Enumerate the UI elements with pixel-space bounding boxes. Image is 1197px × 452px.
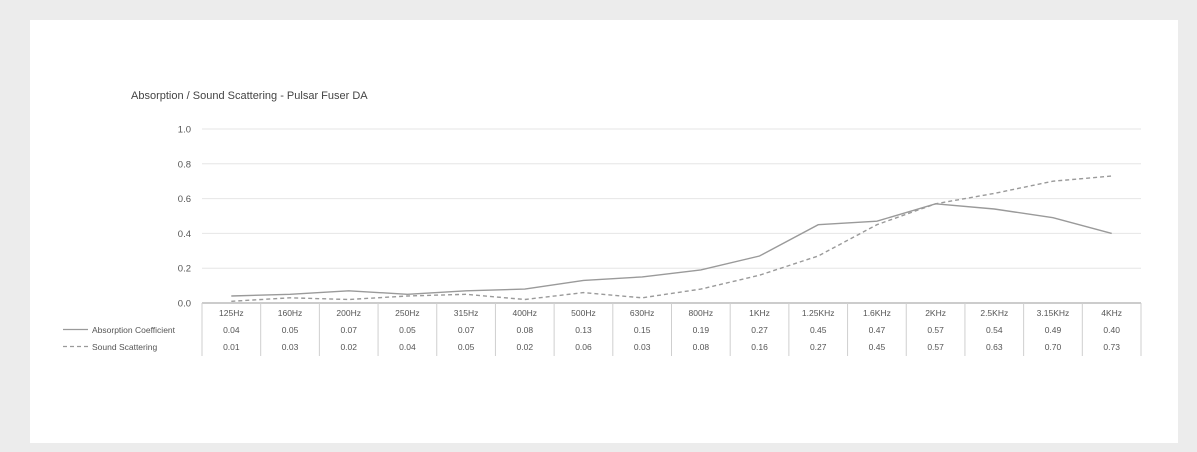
legend-label: Sound Scattering	[92, 342, 157, 352]
y-tick-label: 0.2	[178, 264, 191, 275]
x-tick-label: 800Hz	[689, 308, 714, 318]
y-tick-label: 0.6	[178, 194, 191, 205]
x-tick-label: 2.5KHz	[980, 308, 1008, 318]
data-label: 0.05	[399, 325, 416, 335]
data-label: 0.07	[340, 325, 357, 335]
data-label: 0.05	[458, 342, 475, 352]
x-tick-label: 2KHz	[925, 308, 946, 318]
data-label: 0.57	[927, 342, 944, 352]
data-label: 0.04	[223, 325, 240, 335]
x-tick-label: 1.6KHz	[863, 308, 891, 318]
data-label: 0.05	[282, 325, 299, 335]
legend-label: Absorption Coefficient	[92, 325, 176, 335]
data-label: 0.19	[693, 325, 710, 335]
data-label: 0.47	[869, 325, 886, 335]
data-label: 0.06	[575, 342, 592, 352]
data-label: 0.01	[223, 342, 240, 352]
x-tick-label: 630Hz	[630, 308, 655, 318]
data-label: 0.15	[634, 325, 651, 335]
data-label: 0.70	[1045, 342, 1062, 352]
y-tick-label: 0.0	[178, 299, 191, 310]
data-label: 0.63	[986, 342, 1003, 352]
data-label: 0.40	[1103, 325, 1120, 335]
x-tick-label: 500Hz	[571, 308, 596, 318]
data-label: 0.03	[282, 342, 299, 352]
data-label: 0.08	[693, 342, 710, 352]
x-tick-label: 1.25KHz	[802, 308, 835, 318]
data-label: 0.13	[575, 325, 592, 335]
data-label: 0.49	[1045, 325, 1062, 335]
data-label: 0.54	[986, 325, 1003, 335]
y-tick-label: 0.4	[178, 229, 191, 240]
y-tick-label: 1.0	[178, 125, 191, 136]
data-label: 0.27	[810, 342, 827, 352]
data-label: 0.02	[340, 342, 357, 352]
x-tick-label: 3.15KHz	[1037, 308, 1070, 318]
x-tick-label: 200Hz	[336, 308, 361, 318]
data-label: 0.57	[927, 325, 944, 335]
data-label: 0.27	[751, 325, 768, 335]
data-label: 0.07	[458, 325, 475, 335]
data-label: 0.02	[517, 342, 534, 352]
x-tick-label: 250Hz	[395, 308, 420, 318]
x-tick-label: 160Hz	[278, 308, 303, 318]
data-label: 0.04	[399, 342, 416, 352]
series-line-absorption	[231, 203, 1112, 297]
chart-card	[30, 20, 1178, 443]
x-tick-label: 125Hz	[219, 308, 244, 318]
data-label: 0.08	[517, 325, 534, 335]
x-tick-label: 4KHz	[1101, 308, 1122, 318]
x-tick-label: 400Hz	[512, 308, 537, 318]
x-tick-label: 1KHz	[749, 308, 770, 318]
data-label: 0.45	[810, 325, 827, 335]
data-label: 0.16	[751, 342, 768, 352]
data-label: 0.45	[869, 342, 886, 352]
x-tick-label: 315Hz	[454, 308, 479, 318]
chart-title: Absorption / Sound Scattering - Pulsar F…	[131, 90, 368, 102]
data-label: 0.03	[634, 342, 651, 352]
y-tick-label: 0.8	[178, 159, 191, 170]
series-line-scattering	[231, 175, 1112, 302]
data-label: 0.73	[1103, 342, 1120, 352]
